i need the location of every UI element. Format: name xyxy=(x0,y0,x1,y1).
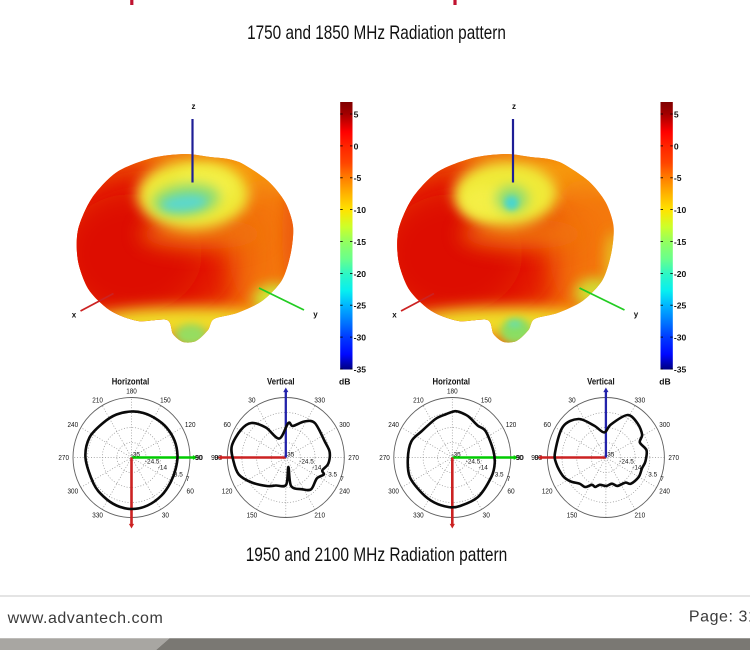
svg-text:90: 90 xyxy=(195,453,202,462)
svg-text:240: 240 xyxy=(659,486,670,495)
svg-text:-35: -35 xyxy=(354,364,367,374)
svg-text:150: 150 xyxy=(567,511,578,520)
svg-text:120: 120 xyxy=(506,420,517,429)
svg-text:210: 210 xyxy=(314,511,325,520)
svg-text:30: 30 xyxy=(483,511,490,520)
svg-text:7: 7 xyxy=(660,476,664,483)
svg-text:-14: -14 xyxy=(632,465,642,472)
svg-text:-20: -20 xyxy=(674,269,687,279)
svg-text:z: z xyxy=(192,102,196,111)
svg-text:30: 30 xyxy=(248,396,255,405)
svg-text:-35: -35 xyxy=(131,452,141,459)
svg-text:3.5: 3.5 xyxy=(174,472,183,479)
svg-text:dB: dB xyxy=(339,377,350,387)
svg-text:240: 240 xyxy=(388,420,399,429)
svg-text:-35: -35 xyxy=(605,452,615,459)
svg-text:3.5: 3.5 xyxy=(328,472,337,479)
svg-text:-5: -5 xyxy=(674,173,682,183)
svg-text:90: 90 xyxy=(516,453,523,462)
svg-text:240: 240 xyxy=(68,420,79,429)
svg-text:180: 180 xyxy=(447,387,458,396)
svg-text:180: 180 xyxy=(126,387,137,396)
svg-text:90: 90 xyxy=(531,453,538,462)
svg-text:x: x xyxy=(72,311,77,320)
svg-text:150: 150 xyxy=(160,396,171,405)
svg-text:Page: 31: Page: 31 xyxy=(689,608,750,625)
svg-text:-5: -5 xyxy=(354,173,362,183)
svg-text:dB: dB xyxy=(659,377,670,387)
svg-text:210: 210 xyxy=(635,511,646,520)
svg-text:-25: -25 xyxy=(354,301,367,311)
svg-text:0: 0 xyxy=(354,141,359,151)
svg-text:-24.5: -24.5 xyxy=(619,458,634,465)
svg-text:-15: -15 xyxy=(674,237,687,247)
svg-text:330: 330 xyxy=(314,396,325,405)
svg-text:90: 90 xyxy=(211,453,218,462)
svg-text:-20: -20 xyxy=(354,269,367,279)
svg-text:30: 30 xyxy=(568,396,575,405)
svg-text:-24.5: -24.5 xyxy=(466,458,481,465)
svg-text:-10: -10 xyxy=(674,205,687,215)
svg-text:330: 330 xyxy=(413,511,424,520)
svg-text:Vertical: Vertical xyxy=(587,377,615,387)
svg-text:150: 150 xyxy=(481,396,492,405)
svg-text:x: x xyxy=(392,311,397,320)
svg-text:www.advantech.com: www.advantech.com xyxy=(7,610,163,627)
svg-text:y: y xyxy=(313,310,318,319)
svg-text:270: 270 xyxy=(348,453,359,462)
svg-text:Horizontal: Horizontal xyxy=(433,377,471,387)
svg-text:210: 210 xyxy=(413,396,424,405)
svg-text:300: 300 xyxy=(659,420,670,429)
svg-text:60: 60 xyxy=(507,486,514,495)
svg-text:-30: -30 xyxy=(674,333,687,343)
svg-text:Vertical: Vertical xyxy=(267,377,295,387)
svg-text:y: y xyxy=(634,310,639,319)
svg-text:-35: -35 xyxy=(285,452,295,459)
svg-text:60: 60 xyxy=(223,420,230,429)
svg-text:60: 60 xyxy=(187,486,194,495)
svg-text:z: z xyxy=(512,102,516,111)
svg-text:1950 and 2100 MHz Radiation pa: 1950 and 2100 MHz Radiation pattern xyxy=(246,544,508,566)
svg-text:3.5: 3.5 xyxy=(648,472,657,479)
svg-text:-35: -35 xyxy=(674,364,687,374)
svg-text:-30: -30 xyxy=(354,333,367,343)
svg-text:0: 0 xyxy=(674,141,679,151)
svg-text:240: 240 xyxy=(339,486,350,495)
svg-text:120: 120 xyxy=(222,486,233,495)
svg-text:5: 5 xyxy=(674,109,679,119)
svg-text:3.5: 3.5 xyxy=(495,472,504,479)
svg-text:1750 and 1850 MHz Radiation pa: 1750 and 1850 MHz Radiation pattern xyxy=(247,22,506,44)
svg-text:-35: -35 xyxy=(452,452,462,459)
svg-text:120: 120 xyxy=(542,486,553,495)
svg-text:270: 270 xyxy=(58,453,69,462)
svg-text:-14: -14 xyxy=(312,465,322,472)
svg-text:330: 330 xyxy=(92,511,103,520)
svg-text:30: 30 xyxy=(162,511,169,520)
svg-text:210: 210 xyxy=(92,396,103,405)
svg-text:-25: -25 xyxy=(674,301,687,311)
svg-text:-14: -14 xyxy=(158,465,168,472)
svg-text:-24.5: -24.5 xyxy=(145,458,160,465)
svg-text:-15: -15 xyxy=(354,237,367,247)
svg-text:-24.5: -24.5 xyxy=(299,458,314,465)
svg-text:150: 150 xyxy=(247,511,258,520)
svg-text:60: 60 xyxy=(544,420,551,429)
svg-text:270: 270 xyxy=(379,453,390,462)
svg-text:300: 300 xyxy=(68,486,79,495)
svg-text:300: 300 xyxy=(339,420,350,429)
svg-text:-10: -10 xyxy=(354,205,367,215)
svg-text:Horizontal: Horizontal xyxy=(112,377,150,387)
svg-text:5: 5 xyxy=(354,109,359,119)
svg-text:90: 90 xyxy=(516,453,523,462)
svg-text:7: 7 xyxy=(507,476,511,483)
svg-text:330: 330 xyxy=(635,396,646,405)
svg-text:90: 90 xyxy=(196,453,203,462)
svg-text:300: 300 xyxy=(388,486,399,495)
svg-text:7: 7 xyxy=(186,476,190,483)
svg-text:7: 7 xyxy=(340,476,344,483)
svg-text:-14: -14 xyxy=(479,465,489,472)
svg-text:270: 270 xyxy=(668,453,679,462)
svg-text:120: 120 xyxy=(185,420,196,429)
